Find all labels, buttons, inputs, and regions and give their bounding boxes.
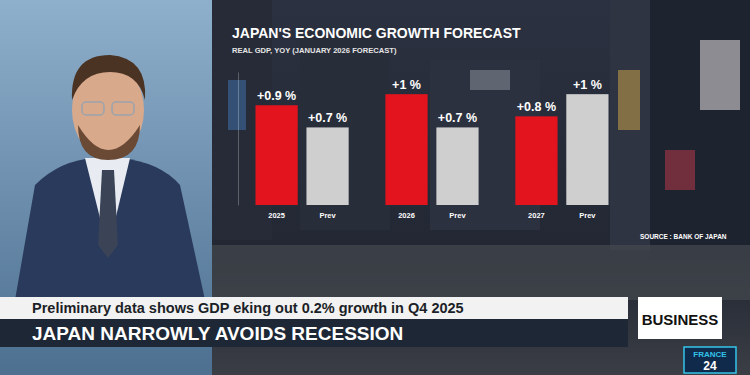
data-label: +1 % [392,78,421,92]
data-label: +0.8 % [517,100,556,114]
x-tick-label: Prev [449,211,466,220]
x-tick: Prev [449,211,466,220]
section-label: BUSINESS [642,311,719,328]
x-tick-label: Prev [319,211,336,220]
bar [385,94,427,205]
chart: JAPAN'S ECONOMIC GROWTH FORECAST REAL GDP… [232,25,727,240]
hair [72,55,145,100]
y-axis-line [238,73,239,206]
bar [566,94,608,205]
x-axis: 2025 Prev 2026 Prev 2027 Prev [268,211,596,220]
street-crowd [212,245,750,300]
x-tick: Prev [319,211,336,220]
neon-sign [665,150,695,190]
kicker: Preliminary data shows GDP eking out 0.2… [32,300,464,316]
data-label: +0.7 % [308,111,347,125]
scene: JAPAN'S ECONOMIC GROWTH FORECAST REAL GDP… [0,0,750,375]
bar [515,116,557,205]
bars [255,94,608,205]
logo-box [684,347,736,373]
data-label: +0.7 % [438,111,477,125]
data-label: +1 % [573,78,602,92]
logo-text: 24 [703,359,717,373]
x-tick: 2026 [398,211,415,220]
headline: JAPAN NARROWLY AVOIDS RECESSION [32,323,403,344]
chart-title: JAPAN'S ECONOMIC GROWTH FORECAST [232,25,521,41]
bar [436,127,478,205]
x-tick-label: 2025 [268,211,285,220]
background [0,0,750,375]
x-tick-label: 2027 [528,211,545,220]
x-tick: 2025 [268,211,285,220]
chart-subtitle: REAL GDP, YOY (JANUARY 2026 FORECAST) [232,46,397,55]
logo-text: FRANCE [693,350,727,359]
bar [306,127,348,205]
suit [15,158,205,300]
glasses [112,102,134,115]
y-axis [238,73,239,206]
bar [255,105,297,205]
tie [98,170,118,258]
x-tick: 2027 [528,211,545,220]
neon-sign [228,80,246,130]
glasses [82,102,104,115]
beard [78,125,140,160]
x-tick-label: 2026 [398,211,415,220]
kicker-strip [0,297,628,319]
building [610,0,655,250]
presenter [15,55,205,300]
x-tick-label: Prev [579,211,596,220]
source-note: SOURCE : BANK OF JAPAN [640,233,727,240]
x-tick: Prev [579,211,596,220]
data-labels: +0.9 % +0.7 % +1 % +0.7 % +0.8 % +1 % [257,78,602,125]
building [650,0,750,260]
neon-sign [618,70,640,130]
neon-sign [700,40,740,110]
neon-sign [470,70,510,90]
channel-logo: FRANCE24 [684,347,736,373]
lower-third: Preliminary data shows GDP eking out 0.2… [0,297,736,373]
building [300,30,390,230]
section-box [638,297,722,339]
headline-strip [0,319,628,347]
data-label: +0.9 % [257,89,296,103]
